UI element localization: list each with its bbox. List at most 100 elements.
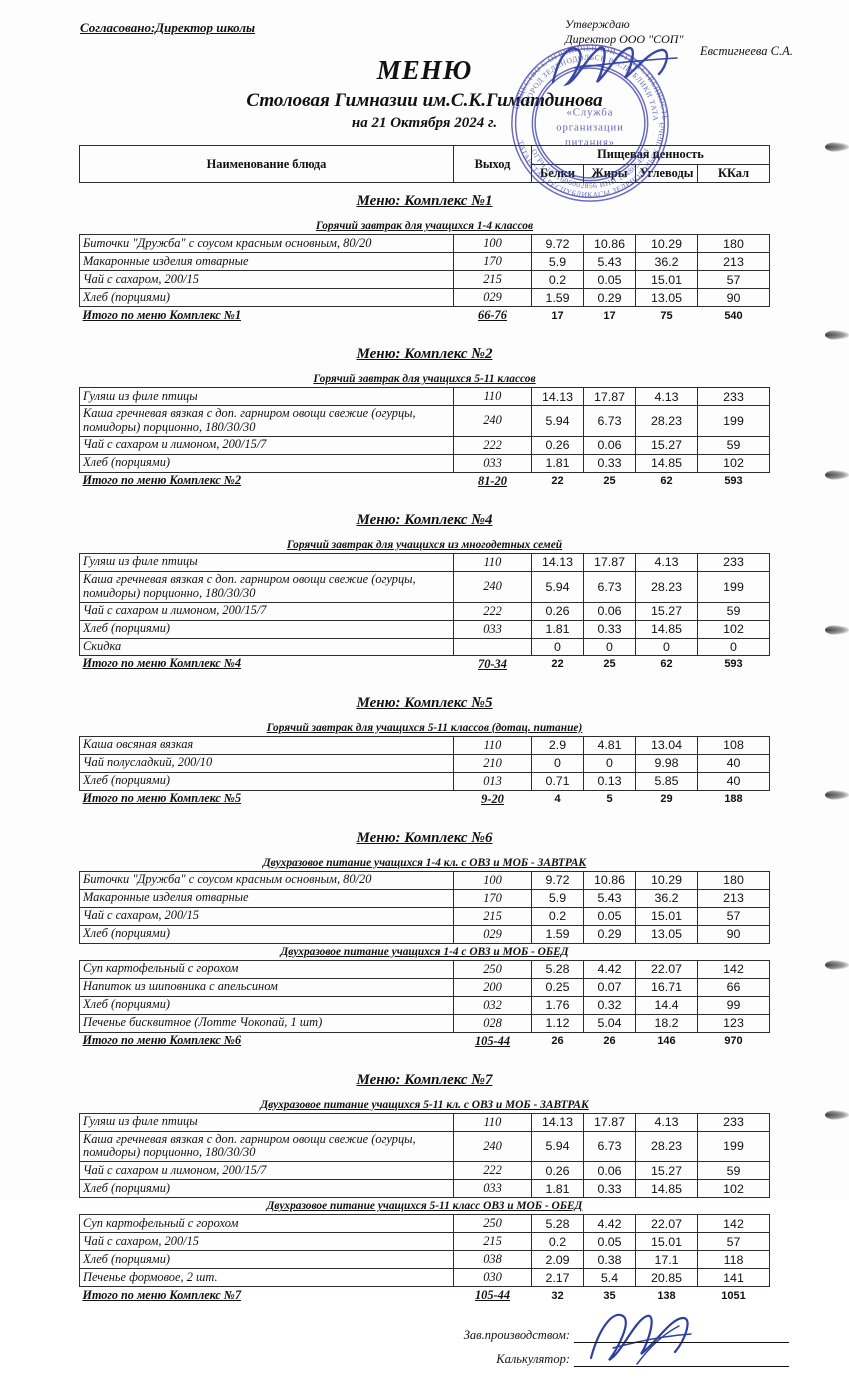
section-total-row: Итого по меню Комплекс №5 9-20 4 5 29 188	[80, 790, 770, 808]
dish-kcal-cell: 102	[697, 619, 770, 639]
total-output-cell: 9-20	[481, 791, 504, 806]
dish-carbs-cell: 4.13	[635, 1112, 698, 1132]
dish-name-cell: Чай с сахаром и лимоном, 200/15/7	[79, 435, 454, 455]
group-subtitle: Двухразовое питание учащихся 1-4 с ОВЗ и…	[280, 945, 569, 958]
scan-edge-mark	[825, 330, 849, 340]
dish-name-cell: Гуляш из филе птицы	[79, 1112, 454, 1132]
dish-name-cell: Каша гречневая вязкая с доп. гарниром ов…	[79, 1130, 454, 1163]
group-subtitle: Двухразовое питание учащихся 5-11 класс …	[266, 1200, 583, 1213]
col-header-protein: Белки	[531, 163, 584, 183]
group-subtitle: Горячий завтрак для учащихся 1-4 классов	[315, 220, 534, 232]
dish-fat-cell: 0.33	[583, 453, 636, 473]
dish-carbs-cell: 17.1	[635, 1250, 698, 1270]
dish-protein-cell: 5.28	[531, 1214, 584, 1234]
dish-protein-cell: 1.59	[531, 288, 584, 307]
group-subtitle-row: Горячий завтрак для учащихся 5-11 классо…	[80, 371, 770, 388]
dish-kcal-cell: 142	[697, 959, 770, 979]
dish-kcal-cell: 66	[697, 977, 770, 997]
dish-fat-cell: 4.81	[583, 735, 636, 755]
dish-protein-cell: 9.72	[531, 870, 584, 890]
section-total-row: Итого по меню Комплекс №6 105-44 26 26 146 97…	[80, 1032, 770, 1050]
dish-carbs-cell: 20.85	[635, 1268, 698, 1288]
complex-title-row: Меню: Комплекс №1	[80, 183, 770, 219]
approval-signer-name: Евстигнеева С.А.	[700, 44, 793, 58]
dish-fat-cell: 0.07	[583, 977, 636, 997]
dish-kcal-cell: 102	[697, 453, 770, 473]
dish-name-cell: Хлеб (порциями)	[79, 619, 454, 639]
dish-kcal-cell: 59	[697, 1161, 770, 1181]
total-protein-cell: 22	[551, 658, 564, 671]
calculator-signature-row: Калькулятор:	[496, 1352, 789, 1368]
total-carbs-cell: 62	[660, 658, 673, 671]
dish-output-cell: 038	[453, 1250, 532, 1270]
group-subtitle-row: Горячий завтрак для учащихся 1-4 классов	[80, 218, 770, 235]
dish-fat-cell: 0.33	[583, 1179, 636, 1199]
production-manager-signature-line[interactable]	[574, 1330, 789, 1344]
approval-director-org: Директор ООО "СОП"	[565, 32, 684, 46]
section-gap	[80, 324, 770, 336]
section-total-row: Итого по меню Комплекс №4 70-34 22 25 62 593	[80, 655, 770, 673]
dish-protein-cell: 1.81	[531, 453, 584, 473]
dish-output-cell: 215	[453, 906, 532, 926]
dish-output-cell: 215	[453, 1232, 532, 1252]
table-row: Макаронные изделия отварные 170 5.9 5.43 36.…	[79, 888, 770, 908]
dish-kcal-cell: 233	[697, 387, 770, 406]
dish-fat-cell: 5.43	[583, 252, 636, 271]
dish-protein-cell: 1.81	[531, 619, 584, 639]
dish-carbs-cell: 28.23	[635, 1130, 698, 1163]
group-subtitle-row: Горячий завтрак для учащихся из многодет…	[80, 537, 770, 554]
dish-output-cell	[453, 637, 532, 656]
scan-edge-mark	[825, 142, 849, 152]
dish-kcal-cell: 40	[697, 771, 770, 791]
dish-carbs-cell: 5.85	[635, 771, 698, 791]
dish-fat-cell: 5.4	[583, 1268, 636, 1288]
col-header-output: Выход	[453, 145, 532, 183]
dish-name-cell: Биточки "Дружба" с соусом красным основн…	[79, 870, 454, 890]
group-subtitle-row: Двухразовое питание учащихся 1-4 кл. с О…	[80, 855, 770, 872]
group-subtitle-row: Двухразовое питание учащихся 1-4 с ОВЗ и…	[80, 943, 770, 960]
total-protein-cell: 32	[551, 1289, 564, 1302]
dish-kcal-cell: 57	[697, 906, 770, 926]
table-row: Печенье бисквитное (Лотте Чокопай, 1 шт)…	[79, 1013, 770, 1033]
menu-date: на 21 Октября 2024 г.	[351, 115, 498, 131]
dish-protein-cell: 0	[531, 753, 584, 773]
dish-name-cell: Биточки "Дружба" с соусом красным основн…	[79, 234, 454, 253]
dish-protein-cell: 5.94	[531, 405, 584, 437]
dish-carbs-cell: 10.29	[635, 870, 698, 890]
dish-protein-cell: 0.2	[531, 1232, 584, 1252]
col-header-dish-name: Наименование блюда	[79, 145, 454, 183]
dish-output-cell: 110	[453, 735, 532, 755]
dish-kcal-cell: 99	[697, 995, 770, 1015]
page-title: МЕНЮ	[376, 55, 473, 85]
total-label-cell: Итого по меню Комплекс №2	[82, 473, 242, 488]
dish-name-cell: Каша гречневая вязкая с доп. гарниром ов…	[79, 405, 454, 437]
dish-fat-cell: 0.29	[583, 924, 636, 944]
dish-carbs-cell: 14.85	[635, 453, 698, 473]
scan-edge-mark	[825, 960, 849, 970]
table-row: Макаронные изделия отварные 170 5.9 5.43 36.…	[79, 252, 770, 271]
total-fat-cell: 5	[606, 793, 613, 806]
dish-carbs-cell: 4.13	[635, 387, 698, 406]
complex-title: Меню: Комплекс №2	[356, 346, 493, 362]
dish-carbs-cell: 36.2	[635, 252, 698, 271]
dish-carbs-cell: 13.05	[635, 924, 698, 944]
table-row: Хлеб (порциями) 033 1.81 0.33 14.85 102	[79, 1179, 770, 1199]
calculator-label: Калькулятор:	[496, 1352, 570, 1367]
dish-name-cell: Чай с сахаром, 200/15	[79, 1232, 454, 1252]
table-row: Каша гречневая вязкая с доп. гарниром ов…	[79, 405, 770, 437]
dish-protein-cell: 9.72	[531, 234, 584, 253]
table-row: Напиток из шиповника с апельсином 200 0.25…	[79, 977, 770, 997]
dish-protein-cell: 0.26	[531, 1161, 584, 1181]
calculator-signature-line[interactable]	[574, 1354, 789, 1368]
total-protein-cell: 26	[551, 1035, 564, 1048]
dish-output-cell: 029	[453, 924, 532, 944]
production-manager-label: Зав.производством:	[463, 1328, 570, 1343]
dish-kcal-cell: 199	[697, 405, 770, 437]
table-row: Хлеб (порциями) 038 2.09 0.38 17.1 118	[79, 1250, 770, 1270]
table-row: Суп картофельный с горохом 250 5.28 4.42 22.…	[79, 1214, 770, 1234]
dish-protein-cell: 0.71	[531, 771, 584, 791]
dish-carbs-cell: 22.07	[635, 1214, 698, 1234]
section-total-row: Итого по меню Комплекс №2 81-20 22 25 62 593	[80, 472, 770, 490]
dish-carbs-cell: 18.2	[635, 1013, 698, 1033]
group-subtitle: Горячий завтрак для учащихся из многодет…	[286, 538, 563, 551]
